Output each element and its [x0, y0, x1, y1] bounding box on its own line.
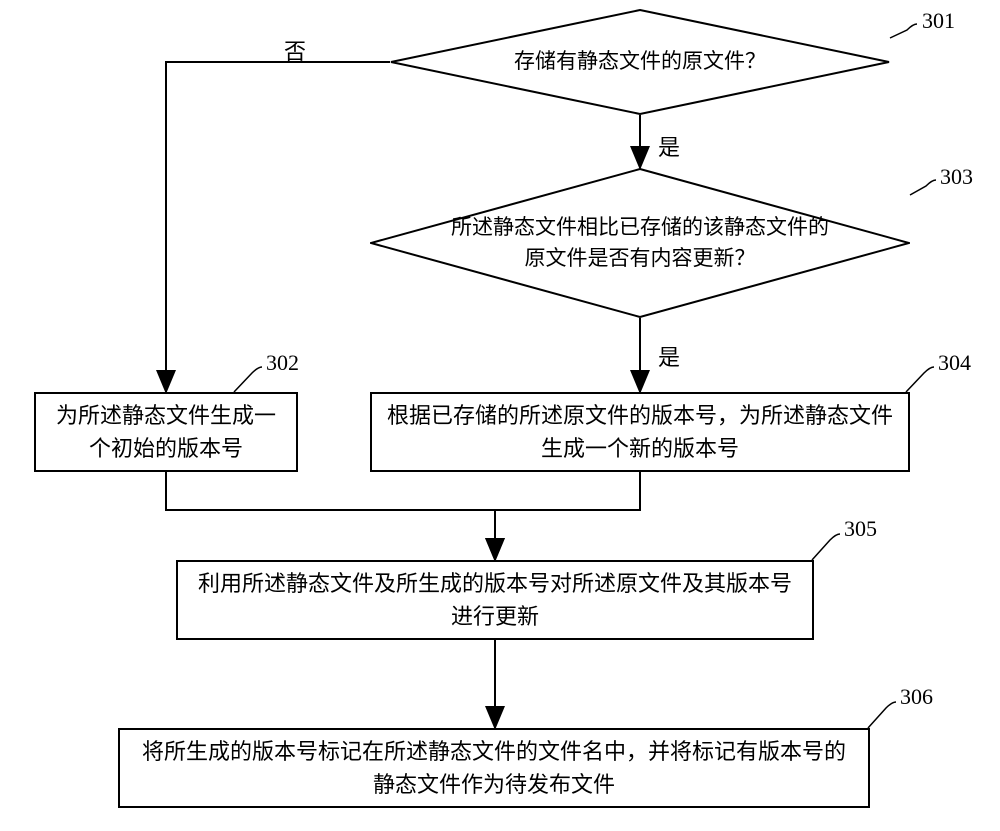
process-304: 根据已存储的所述原文件的版本号，为所述静态文件生成一个新的版本号 [370, 392, 910, 472]
process-306: 将所生成的版本号标记在所述静态文件的文件名中，并将标记有版本号的静态文件作为待发… [118, 728, 870, 808]
ref-306: 306 [900, 684, 933, 710]
edge-e302down [166, 472, 495, 560]
edge-label-yes-2: 是 [658, 340, 680, 372]
decision-303-text: 所述静态文件相比已存储的该静态文件的原文件是否有内容更新？ [370, 168, 910, 318]
edge-label-no: 否 [284, 34, 306, 66]
process-306-text: 将所生成的版本号标记在所述静态文件的文件名中，并将标记有版本号的静态文件作为待发… [132, 735, 856, 801]
leader-r306 [868, 702, 896, 728]
edge-e304down [495, 472, 640, 560]
ref-303: 303 [940, 164, 973, 190]
leader-r304 [906, 367, 934, 392]
process-302-text: 为所述静态文件生成一个初始的版本号 [48, 399, 284, 465]
ref-302: 302 [266, 350, 299, 376]
ref-304: 304 [938, 350, 971, 376]
leader-d303 [910, 180, 936, 195]
edge-e301no [166, 62, 390, 392]
process-304-text: 根据已存储的所述原文件的版本号，为所述静态文件生成一个新的版本号 [384, 399, 896, 465]
ref-305: 305 [844, 516, 877, 542]
decision-303: 所述静态文件相比已存储的该静态文件的原文件是否有内容更新？ [370, 168, 910, 318]
process-305-text: 利用所述静态文件及所生成的版本号对所述原文件及其版本号进行更新 [190, 567, 800, 633]
decision-301-text: 存储有静态文件的原文件？ [390, 9, 890, 115]
leader-d301 [890, 24, 917, 38]
leader-r302 [234, 367, 262, 392]
leader-r305 [812, 534, 840, 560]
ref-301: 301 [922, 8, 955, 34]
process-302: 为所述静态文件生成一个初始的版本号 [34, 392, 298, 472]
decision-301: 存储有静态文件的原文件？ [390, 9, 890, 115]
edge-label-yes-1: 是 [658, 130, 680, 162]
process-305: 利用所述静态文件及所生成的版本号对所述原文件及其版本号进行更新 [176, 560, 814, 640]
